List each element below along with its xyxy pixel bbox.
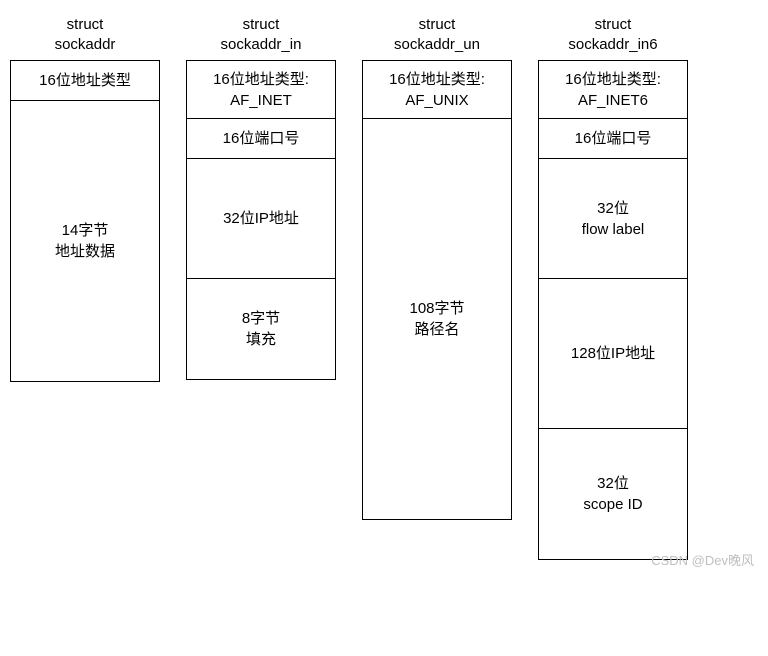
field-cell: 14字节地址数据 — [11, 101, 159, 381]
title-line2: sockaddr_in — [221, 36, 302, 53]
struct-box: 16位地址类型 14字节地址数据 — [10, 60, 160, 382]
title-line1: struct — [595, 16, 632, 33]
struct-col-2: struct sockaddr_un 16位地址类型:AF_UNIX 108字节… — [362, 15, 512, 520]
struct-title: struct sockaddr_in — [221, 15, 302, 54]
struct-box: 16位地址类型:AF_INET 16位端口号 32位IP地址 8字节填充 — [186, 60, 336, 380]
struct-box: 16位地址类型:AF_INET6 16位端口号 32位flow label 12… — [538, 60, 688, 560]
title-line1: struct — [67, 16, 104, 33]
field-cell: 16位端口号 — [187, 119, 335, 159]
struct-title: struct sockaddr — [55, 15, 116, 54]
struct-box: 16位地址类型:AF_UNIX 108字节路径名 — [362, 60, 512, 520]
title-line2: sockaddr — [55, 36, 116, 53]
struct-col-0: struct sockaddr 16位地址类型 14字节地址数据 — [10, 15, 160, 382]
field-cell: 16位端口号 — [539, 119, 687, 159]
field-cell: 8字节填充 — [187, 279, 335, 379]
field-cell: 32位flow label — [539, 159, 687, 279]
field-cell: 128位IP地址 — [539, 279, 687, 429]
title-line2: sockaddr_un — [394, 36, 480, 53]
field-cell: 32位scope ID — [539, 429, 687, 559]
struct-title: struct sockaddr_un — [394, 15, 480, 54]
field-cell: 108字节路径名 — [363, 119, 511, 519]
diagram-row: struct sockaddr 16位地址类型 14字节地址数据 struct … — [10, 15, 758, 560]
watermark: CSDN @Dev晚风 — [651, 550, 754, 569]
field-cell: 16位地址类型:AF_INET — [187, 61, 335, 119]
title-line1: struct — [243, 16, 280, 33]
struct-title: struct sockaddr_in6 — [568, 15, 657, 54]
field-cell: 16位地址类型:AF_INET6 — [539, 61, 687, 119]
field-cell: 16位地址类型:AF_UNIX — [363, 61, 511, 119]
field-cell: 32位IP地址 — [187, 159, 335, 279]
struct-col-3: struct sockaddr_in6 16位地址类型:AF_INET6 16位… — [538, 15, 688, 560]
struct-col-1: struct sockaddr_in 16位地址类型:AF_INET 16位端口… — [186, 15, 336, 380]
field-cell: 16位地址类型 — [11, 61, 159, 101]
title-line2: sockaddr_in6 — [568, 36, 657, 53]
title-line1: struct — [419, 16, 456, 33]
